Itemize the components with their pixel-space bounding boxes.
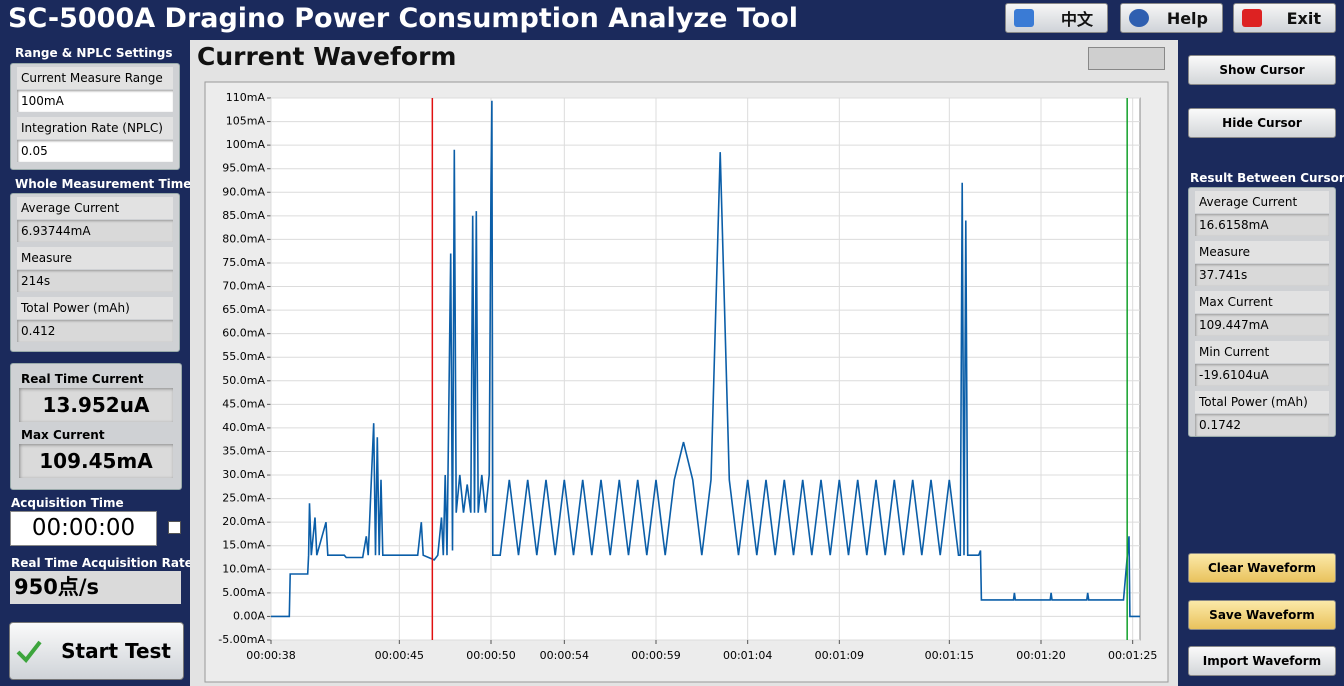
exit-button[interactable]: Exit bbox=[1233, 3, 1336, 33]
refresh-icon bbox=[1014, 9, 1034, 27]
field-label: Max Current bbox=[1195, 291, 1329, 313]
y-tick-label: 0.00A bbox=[233, 609, 265, 622]
x-tick-label: 00:00:50 bbox=[466, 649, 515, 662]
language-button[interactable]: 中文 bbox=[1005, 3, 1108, 33]
field-value: 109.447mA bbox=[1195, 314, 1329, 336]
y-tick-label: 50.0mA bbox=[222, 374, 265, 387]
field-label: Total Power (mAh) bbox=[1195, 391, 1329, 413]
section-heading: Real Time Acquisition Rate bbox=[11, 556, 193, 570]
y-tick-label: 85.0mA bbox=[222, 209, 265, 222]
y-tick-label: 55.0mA bbox=[222, 350, 265, 363]
y-tick-label: 60.0mA bbox=[222, 327, 265, 340]
graph-tools[interactable] bbox=[1088, 47, 1165, 70]
field-value: 0.05 bbox=[17, 140, 173, 162]
y-tick-label: 20.0mA bbox=[222, 515, 265, 528]
x-tick-label: 00:00:59 bbox=[631, 649, 680, 662]
x-tick-label: 00:00:45 bbox=[375, 649, 424, 662]
real-time-values: Real Time Current 13.952uA Max Current 109.… bbox=[10, 363, 182, 490]
y-tick-label: -5.00mA bbox=[218, 633, 265, 646]
y-tick-label: 110mA bbox=[226, 91, 266, 104]
y-tick-label: 25.0mA bbox=[222, 492, 265, 505]
field-label: Measure bbox=[17, 247, 173, 269]
clear-waveform-button[interactable]: Clear Waveform bbox=[1188, 553, 1336, 583]
field-value: 0.1742 bbox=[1195, 414, 1329, 436]
field-value: -19.6104uA bbox=[1195, 364, 1329, 386]
hide-cursor-button[interactable]: Hide Cursor bbox=[1188, 108, 1336, 138]
help-button[interactable]: Help bbox=[1120, 3, 1223, 33]
check-icon bbox=[16, 640, 42, 663]
save-waveform-button[interactable]: Save Waveform bbox=[1188, 600, 1336, 630]
checkbox[interactable] bbox=[168, 521, 181, 534]
section-heading: Range & NPLC Settings bbox=[15, 46, 173, 60]
y-tick-label: 10.0mA bbox=[222, 562, 265, 575]
field-value: 16.6158mA bbox=[1195, 214, 1329, 236]
y-tick-label: 95.0mA bbox=[222, 162, 265, 175]
field-label: Current Measure Range bbox=[17, 67, 173, 89]
button-label: Help bbox=[1166, 8, 1208, 28]
field-value: 6.93744mA bbox=[17, 220, 173, 242]
y-tick-label: 40.0mA bbox=[222, 421, 265, 434]
y-tick-label: 45.0mA bbox=[222, 397, 265, 410]
plot-area bbox=[270, 97, 1141, 641]
help-icon bbox=[1129, 9, 1149, 27]
x-tick-label: 00:01:25 bbox=[1108, 649, 1157, 662]
field-label: Max Current bbox=[21, 428, 105, 442]
field-value: 109.45mA bbox=[19, 444, 173, 478]
button-label: Start Test bbox=[61, 639, 171, 663]
y-tick-label: 70.0mA bbox=[222, 280, 265, 293]
import-waveform-button[interactable]: Import Waveform bbox=[1188, 646, 1336, 676]
field-label: Total Power (mAh) bbox=[17, 297, 173, 319]
field-label: Min Current bbox=[1195, 341, 1329, 363]
field-value: 37.741s bbox=[1195, 264, 1329, 286]
cursor-results: Average Current 16.6158mA Measure 37.741s Ma… bbox=[1188, 187, 1336, 437]
field-label: Average Current bbox=[17, 197, 173, 219]
y-tick-label: 90.0mA bbox=[222, 185, 265, 198]
acquisition-time: 00:00:00 bbox=[10, 511, 157, 546]
acquisition-rate: 950点/s bbox=[10, 571, 181, 604]
y-tick-label: 35.0mA bbox=[222, 444, 265, 457]
field-label: Measure bbox=[1195, 241, 1329, 263]
y-tick-label: 100mA bbox=[226, 138, 266, 151]
y-tick-label: 105mA bbox=[226, 115, 266, 128]
y-tick-label: 75.0mA bbox=[222, 256, 265, 269]
chart-title: Current Waveform bbox=[197, 42, 457, 71]
x-tick-label: 00:01:15 bbox=[925, 649, 974, 662]
field-value: 13.952uA bbox=[19, 388, 173, 422]
x-tick-label: 00:01:20 bbox=[1016, 649, 1065, 662]
start-test-button[interactable]: Start Test bbox=[9, 622, 184, 680]
x-tick-label: 00:01:09 bbox=[815, 649, 864, 662]
y-tick-label: 5.00mA bbox=[222, 586, 265, 599]
check-mark bbox=[16, 640, 42, 663]
y-tick-label: 65.0mA bbox=[222, 303, 265, 316]
x-tick-label: 00:01:04 bbox=[723, 649, 772, 662]
field-label: Real Time Current bbox=[21, 372, 144, 386]
range-settings: Current Measure Range 100mA Integration Ra… bbox=[10, 63, 180, 170]
button-label: Exit bbox=[1286, 8, 1321, 28]
section-heading: Result Between Cursors bbox=[1190, 171, 1344, 185]
x-tick-label: 00:00:54 bbox=[540, 649, 589, 662]
y-tick-label: 80.0mA bbox=[222, 232, 265, 245]
waveform-line bbox=[271, 100, 1140, 618]
section-heading: Whole Measurement Time bbox=[15, 177, 192, 191]
whole-measurement: Average Current 6.93744mA Measure 214s Total… bbox=[10, 193, 180, 352]
x-tick-label: 00:00:38 bbox=[246, 649, 295, 662]
exit-icon bbox=[1242, 9, 1262, 27]
waveform-chart: -5.00mA 0.00A 5.00mA 10.0mA 15.0mA 20.0mA 25.0… bbox=[204, 81, 1169, 683]
app-title: SC-5000A Dragino Power Consumption Analy… bbox=[8, 3, 799, 34]
field-value: 100mA bbox=[17, 90, 173, 112]
y-tick-label: 15.0mA bbox=[222, 539, 265, 552]
button-label: 中文 bbox=[1060, 10, 1093, 29]
field-value: 0.412 bbox=[17, 320, 173, 342]
y-tick-label: 30.0mA bbox=[222, 468, 265, 481]
field-label: Average Current bbox=[1195, 191, 1329, 213]
field-label: Integration Rate (NPLC) bbox=[17, 117, 173, 139]
section-heading: Acquisition Time bbox=[11, 496, 124, 510]
field-value: 214s bbox=[17, 270, 173, 292]
show-cursor-button[interactable]: Show Cursor bbox=[1188, 55, 1336, 85]
